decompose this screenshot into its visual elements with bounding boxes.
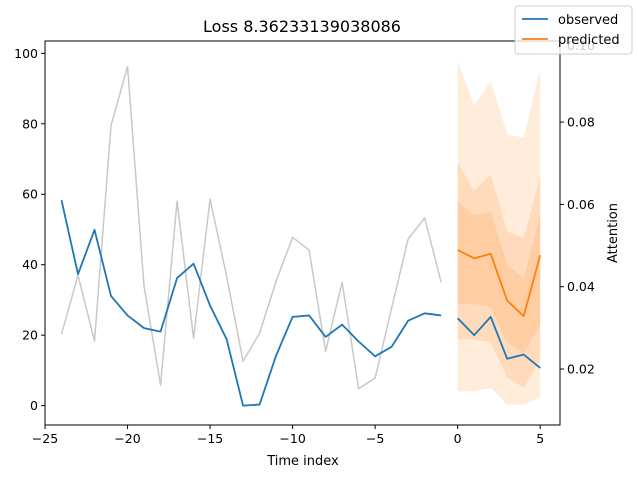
legend-observed-label: observed <box>558 13 618 28</box>
y-tick-label: 100 <box>14 46 38 61</box>
plot-area <box>44 40 561 426</box>
observed-line-segment-1 <box>457 315 541 369</box>
y2-tick-label: 0.08 <box>567 115 595 130</box>
chart-title: Loss 8.36233139038086 <box>203 17 401 36</box>
attention-line <box>60 65 442 390</box>
predicted-layer <box>457 249 542 318</box>
legend: observed predicted <box>514 5 633 55</box>
y-axis-left: 0 20 40 60 80 100 <box>14 46 45 413</box>
y-tick-label: 80 <box>22 116 38 131</box>
y2-tick-label: 0.06 <box>567 197 595 212</box>
predicted-line <box>457 249 542 318</box>
y-tick-label: 0 <box>30 398 38 413</box>
legend-predicted-label: predicted <box>558 33 620 48</box>
x-tick-label: −5 <box>366 431 384 446</box>
x-axis-label: Time index <box>266 454 339 469</box>
x-tick-label: −20 <box>114 431 140 446</box>
quantile-band-0 <box>457 61 541 405</box>
y2-tick-label: 0.02 <box>567 362 595 377</box>
x-tick-label: −25 <box>32 431 58 446</box>
legend-box <box>514 5 633 55</box>
y-tick-label: 20 <box>22 328 38 343</box>
y-tick-label: 60 <box>22 187 38 202</box>
x-tick-label: 5 <box>536 431 544 446</box>
observed-layer <box>60 200 541 407</box>
x-tick-label: −15 <box>197 431 223 446</box>
attention-layer <box>60 65 442 390</box>
y2-axis-label: Attention <box>606 203 621 263</box>
plot-frame <box>44 40 561 426</box>
y2-tick-label: 0.04 <box>567 279 595 294</box>
observed-line-segment-0 <box>60 200 442 407</box>
x-axis: −25 −20 −15 −10 −5 0 5 <box>32 425 544 446</box>
x-tick-label: −10 <box>279 431 305 446</box>
y-tick-label: 40 <box>22 257 38 272</box>
x-tick-label: 0 <box>454 431 462 446</box>
